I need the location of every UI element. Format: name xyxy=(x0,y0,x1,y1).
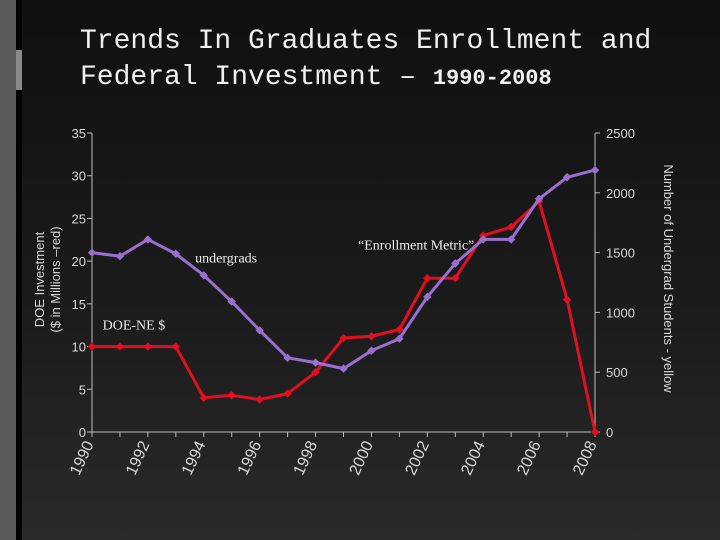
undergrad-students-point xyxy=(339,364,348,373)
undergrads-annotation: undergrads xyxy=(195,252,257,267)
left-axis-tick-label: 35 xyxy=(72,126,86,141)
title-line-2: Federal Investment – 1990-2008 xyxy=(80,60,700,97)
right-axis-tick-label: 1000 xyxy=(606,305,635,320)
title-line-2-text: Federal Investment – xyxy=(80,62,433,93)
undergrad-students-point xyxy=(87,248,97,257)
left-axis-tick-label: 5 xyxy=(79,382,86,397)
undergrad-students-point xyxy=(115,251,125,261)
right-axis-tick-label: 2000 xyxy=(606,186,635,201)
doe-investment-point xyxy=(395,325,404,334)
x-axis-tick-label: 1992 xyxy=(123,438,153,478)
undergrad-students-point xyxy=(395,334,404,343)
doe-investment-point xyxy=(283,389,292,398)
undergrad-students-point xyxy=(227,297,236,306)
enrollment-metric-annotation: “Enrollment Metric” xyxy=(358,238,474,253)
undergrad-students-point xyxy=(451,259,460,268)
doe-investment-point xyxy=(87,342,97,351)
doe-ne-annotation: DOE-NE $ xyxy=(103,319,166,334)
doe-investment-point xyxy=(562,295,572,304)
undergrad-students-point xyxy=(423,292,432,302)
doe-investment-point xyxy=(143,342,153,351)
undergrad-students-point xyxy=(171,249,181,258)
right-axis-tick-label: 1500 xyxy=(606,246,635,261)
undergrad-students-point xyxy=(506,235,516,244)
doe-investment-point xyxy=(590,427,600,437)
undergrad-students-point xyxy=(590,165,600,175)
undergrad-students-point xyxy=(143,235,153,244)
x-axis-tick-label: 2004 xyxy=(458,438,488,478)
doe-investment-point xyxy=(227,391,236,400)
left-axis-tick-label: 25 xyxy=(72,211,86,226)
x-axis-tick-label: 2006 xyxy=(514,438,544,478)
doe-investment-point xyxy=(255,395,264,404)
doe-investment-point xyxy=(367,332,376,341)
left-axis-tick-label: 0 xyxy=(79,425,86,440)
decorative-bar xyxy=(0,0,16,540)
x-axis-tick-label: 2000 xyxy=(347,438,377,478)
title-years: 1990-2008 xyxy=(432,66,552,91)
left-axis-tick-label: 15 xyxy=(72,297,86,312)
undergrad-students-point xyxy=(311,358,320,367)
undergrad-students-point xyxy=(367,346,376,355)
doe-investment-point xyxy=(311,368,320,377)
decorative-bar xyxy=(16,50,26,90)
undergrad-students-point xyxy=(283,353,292,363)
right-axis-label: Number of Undergrad Students - yellow xyxy=(661,164,676,393)
slide-title: Trends In Graduates Enrollment and Feder… xyxy=(80,24,700,97)
undergrad-students-point xyxy=(199,271,208,280)
doe-investment-line xyxy=(92,199,597,433)
doe-investment-point xyxy=(423,274,432,283)
left-axis-label-line-2: ($ in Millions –red) xyxy=(48,226,63,332)
x-axis-tick-label: 1998 xyxy=(291,438,321,478)
doe-investment-point xyxy=(199,393,208,403)
x-axis-tick-label: 2008 xyxy=(570,438,600,478)
x-axis-tick-label: 2002 xyxy=(403,438,433,478)
right-axis-tick-label: 2500 xyxy=(606,126,635,141)
doe-investment-point xyxy=(451,274,460,283)
x-axis-tick-label: 1990 xyxy=(67,438,97,478)
undergrad-students-point xyxy=(562,173,572,182)
x-axis-tick-label: 1994 xyxy=(179,438,209,478)
left-axis-tick-label: 10 xyxy=(72,340,86,355)
doe-investment-point xyxy=(115,342,125,351)
right-axis-tick-label: 0 xyxy=(606,425,613,440)
undergrad-students-point xyxy=(255,326,264,335)
x-axis-tick-label: 1996 xyxy=(235,438,265,478)
doe-investment-point xyxy=(171,342,181,351)
undergrad-students-point xyxy=(534,194,544,203)
doe-investment-point xyxy=(339,333,348,343)
title-line-1: Trends In Graduates Enrollment and xyxy=(80,26,652,57)
undergrad-students-point xyxy=(479,235,488,244)
left-axis-tick-label: 20 xyxy=(72,254,86,269)
slide-panel xyxy=(22,0,720,540)
left-axis-tick-label: 30 xyxy=(72,169,86,184)
doe-investment-point xyxy=(506,222,516,232)
left-axis-label-line-1: DOE Investment xyxy=(32,231,47,327)
right-axis-tick-label: 500 xyxy=(606,365,628,380)
